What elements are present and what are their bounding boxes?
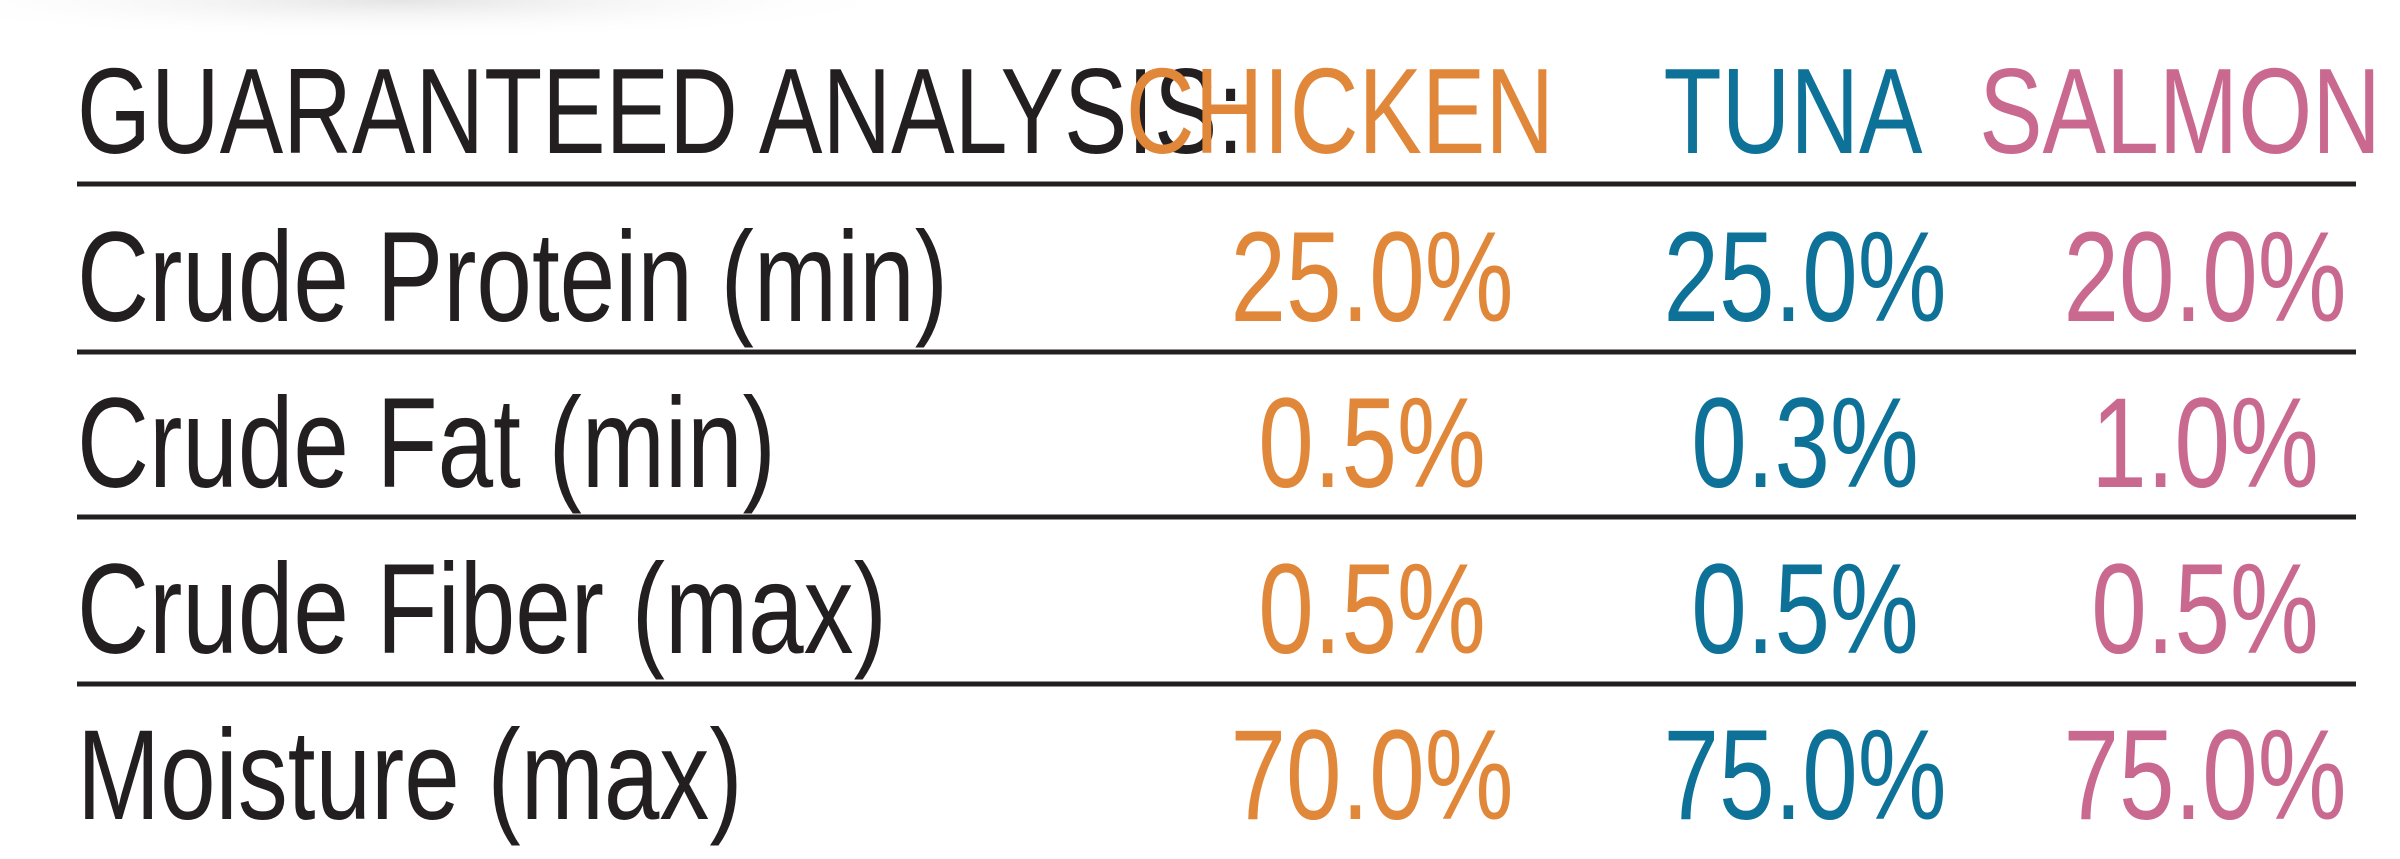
cell-value: 75.0% [2063, 704, 2346, 847]
cell-value-group: 0.5% [1691, 538, 1919, 681]
cell-value-group: 0.5% [1258, 538, 1486, 681]
cell-value: 25.0% [1663, 206, 1946, 349]
table-title-group: GUARANTEED ANALYSIS: [77, 44, 1244, 180]
cell-value-group: 20.0% [2063, 206, 2346, 349]
cell-value-group: 1.0% [2091, 372, 2319, 515]
cell-value: 25.0% [1230, 206, 1513, 349]
cell-value-group: 75.0% [2063, 704, 2346, 847]
cell-value: 1.0% [2091, 372, 2319, 515]
table-title: GUARANTEED ANALYSIS: [77, 44, 1244, 180]
column-header-group: TUNA [1663, 44, 1922, 180]
cell-value-group: 25.0% [1663, 206, 1946, 349]
row-label: Moisture (max) [77, 704, 743, 847]
cell-value-group: 75.0% [1663, 704, 1946, 847]
cell-value: 0.5% [2091, 538, 2319, 681]
column-header-group: CHICKEN [1126, 44, 1554, 180]
row-label-group: Moisture (max) [77, 704, 743, 847]
column-header-group: SALMON [1979, 44, 2381, 180]
cell-value-group: 0.5% [1258, 372, 1486, 515]
row-label-group: Crude Fiber (max) [77, 538, 887, 681]
column-header: CHICKEN [1126, 44, 1554, 180]
cell-value: 20.0% [2063, 206, 2346, 349]
shadow [0, 0, 920, 40]
cell-value: 0.3% [1691, 372, 1919, 515]
cell-value: 0.5% [1258, 372, 1486, 515]
cell-value-group: 25.0% [1230, 206, 1513, 349]
cell-value-group: 70.0% [1230, 704, 1513, 847]
cell-value-group: 0.5% [2091, 538, 2319, 681]
cell-value-group: 0.3% [1691, 372, 1919, 515]
row-label-group: Crude Fat (min) [77, 372, 776, 515]
cell-value: 70.0% [1230, 704, 1513, 847]
row-label: Crude Fiber (max) [77, 538, 887, 681]
row-label: Crude Protein (min) [77, 206, 948, 349]
cell-value: 0.5% [1258, 538, 1486, 681]
column-header: TUNA [1663, 44, 1922, 180]
column-header: SALMON [1979, 44, 2381, 180]
row-label-group: Crude Protein (min) [77, 206, 948, 349]
cell-value: 75.0% [1663, 704, 1946, 847]
cell-value: 0.5% [1691, 538, 1919, 681]
row-label: Crude Fat (min) [77, 372, 776, 515]
